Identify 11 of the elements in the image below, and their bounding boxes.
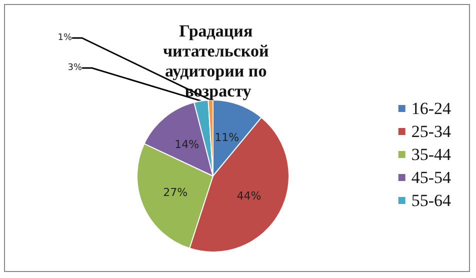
data-label: 3% (68, 63, 82, 73)
data-label: 14% (174, 138, 200, 151)
data-label: 11% (214, 130, 240, 144)
data-label: 44% (236, 189, 262, 202)
legend-label: 55-64 (411, 191, 452, 210)
legend-label: 25-34 (411, 122, 452, 141)
data-label: 27% (163, 186, 188, 199)
legend-label: 35-44 (411, 145, 452, 164)
data-label: 1% (58, 33, 72, 43)
legend-label: 45-54 (411, 168, 452, 187)
legend-label: 16-24 (411, 99, 452, 118)
